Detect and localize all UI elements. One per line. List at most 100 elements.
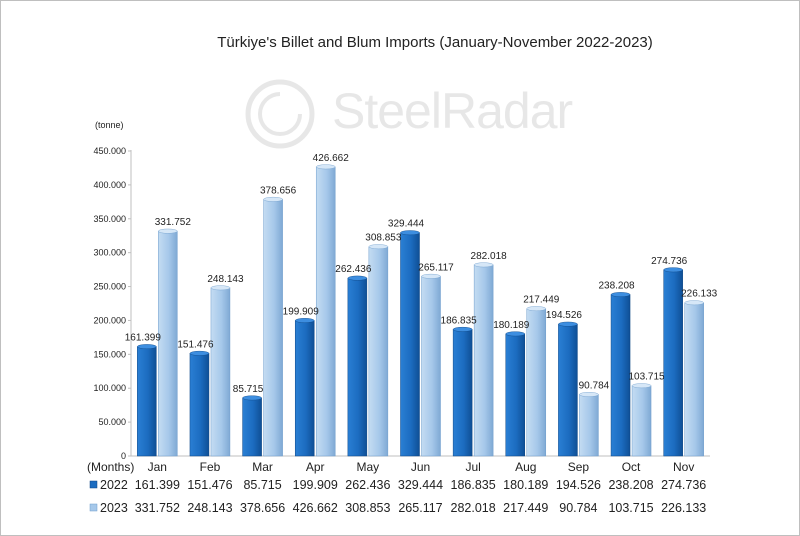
data-label-2022-jun: 329.444 [388, 219, 425, 230]
data-labels: 161.399 331.752 151.476 248.143 85.715 378.65… [125, 153, 718, 395]
data-label-2023-mar: 378.656 [260, 185, 297, 196]
data-label-2022-oct: 238.208 [598, 281, 635, 292]
bar-series [137, 164, 704, 457]
data-label-2023-aug: 217.449 [523, 295, 560, 306]
table-cell-2023-apr: 426.662 [293, 501, 338, 515]
y-tick-label: 250.000 [93, 282, 126, 292]
category-label-may: May [357, 460, 380, 474]
table-cell-2022-mar: 85.715 [243, 478, 281, 492]
data-label-2022-aug: 180.189 [493, 320, 530, 331]
bar-2022-sep [558, 323, 578, 457]
bar-2022-feb [189, 353, 210, 457]
bar-cap-2023-jan [158, 228, 178, 234]
table-legend-swatch-2023 [89, 503, 98, 512]
bar-2022-mar [242, 397, 262, 457]
y-tick-label: 0 [121, 451, 126, 461]
table-cell-2023-may: 308.853 [345, 501, 390, 515]
table-cell-2023-mar: 378.656 [240, 501, 285, 515]
bar-cap-2022-jan [137, 344, 157, 350]
bar-2023-jun [421, 276, 441, 457]
table-cell-2023-oct: 103.715 [608, 501, 653, 515]
data-label-2022-mar: 85.715 [233, 384, 264, 395]
data-label-2023-apr: 426.662 [313, 153, 350, 164]
bar-cap-2023-jun [421, 273, 441, 279]
bar-cap-2023-aug [526, 306, 546, 312]
table-cell-2022-feb: 151.476 [187, 478, 232, 492]
bar-2023-aug [526, 308, 547, 457]
data-label-2023-feb: 248.143 [207, 274, 244, 285]
watermark-text-radar: Radar [440, 83, 573, 139]
bar-2023-jul [473, 264, 494, 457]
bar-2023-may [368, 246, 389, 457]
bar-2023-mar [263, 199, 283, 457]
bar-2022-aug [505, 333, 526, 457]
bar-2023-sep [579, 394, 599, 457]
bar-2022-apr [294, 320, 315, 457]
table-cell-2023-sep: 90.784 [559, 501, 597, 515]
bar-2023-nov [684, 302, 704, 457]
y-tick-label: 400.000 [93, 180, 126, 190]
bar-cap-2022-oct [610, 292, 631, 297]
table-cell-2022-jan: 161.399 [135, 478, 180, 492]
category-label-aug: Aug [515, 460, 536, 474]
bar-2022-oct [610, 294, 631, 457]
table-cell-2023-feb: 248.143 [187, 501, 232, 515]
y-axis-unit-label: (tonne) [95, 120, 124, 130]
data-label-2023-jun: 265.117 [418, 262, 454, 273]
table-cell-2023-aug: 217.449 [503, 501, 548, 515]
table-cell-2022-may: 262.436 [345, 478, 390, 492]
category-labels: Jan Feb Mar Apr May Jun Jul Aug Sep Oct Nov [148, 460, 695, 474]
data-label-2022-may: 262.436 [335, 264, 372, 275]
data-label-2023-jan: 331.752 [155, 217, 192, 228]
data-label-2023-may: 308.853 [365, 233, 402, 244]
data-label-2022-feb: 151.476 [177, 339, 214, 350]
y-tick-label: 50.000 [98, 417, 126, 427]
bar-cap-2023-jul [473, 262, 494, 268]
bar-2022-jul [452, 329, 473, 457]
bar-2022-may [347, 277, 368, 457]
table-cell-2022-jun: 329.444 [398, 478, 443, 492]
watermark-text-steel: Steel [332, 83, 442, 139]
bar-cap-2022-may [347, 275, 368, 281]
y-tick-label: 100.000 [93, 383, 126, 393]
bar-cap-2023-sep [579, 392, 599, 397]
category-label-mar: Mar [252, 460, 273, 474]
data-label-2023-jul: 282.018 [471, 251, 508, 262]
data-label-2022-apr: 199.909 [283, 307, 320, 318]
bar-cap-2022-mar [242, 395, 262, 401]
table-cell-2022-aug: 180.189 [503, 478, 548, 492]
data-label-2022-sep: 194.526 [546, 310, 583, 321]
category-label-feb: Feb [200, 460, 221, 474]
chart-title: Türkiye's Billet and Blum Imports (Janua… [217, 34, 653, 51]
bar-cap-2022-feb [189, 350, 210, 356]
data-table: 2022 161.399 151.476 85.715 199.909 262.436 32… [89, 478, 706, 515]
bar-2023-feb [210, 287, 231, 457]
bar-cap-2023-feb [210, 285, 231, 291]
bar-2023-jan [158, 230, 178, 457]
table-legend-swatch-2022 [89, 480, 98, 489]
y-tick-label: 450.000 [93, 146, 126, 156]
y-tick-label: 300.000 [93, 248, 126, 258]
data-label-2023-nov: 226.133 [681, 289, 718, 300]
bar-cap-2023-oct [631, 383, 652, 389]
category-label-apr: Apr [306, 460, 325, 474]
table-cell-2023-jun: 265.117 [398, 501, 442, 515]
table-cell-2022-oct: 238.208 [608, 478, 653, 492]
bar-cap-2022-jul [452, 326, 473, 332]
y-tick-label: 150.000 [93, 349, 126, 359]
data-label-2022-jan: 161.399 [125, 333, 162, 344]
bar-cap-2023-apr [316, 164, 336, 170]
watermark-logo: SteelRadar [236, 76, 573, 156]
bar-2023-apr [315, 166, 336, 457]
bar-cap-2022-jun [400, 230, 420, 236]
bar-2022-jan [137, 346, 157, 457]
category-label-sep: Sep [568, 460, 590, 474]
data-label-2023-sep: 90.784 [579, 380, 610, 391]
category-label-oct: Oct [622, 460, 641, 474]
x-axis-label: (Months) [87, 460, 134, 474]
table-cell-2022-jul: 186.835 [451, 478, 496, 492]
category-label-jul: Jul [465, 460, 480, 474]
table-cell-2022-nov: 274.736 [661, 478, 706, 492]
table-cell-2023-nov: 226.133 [661, 501, 706, 515]
